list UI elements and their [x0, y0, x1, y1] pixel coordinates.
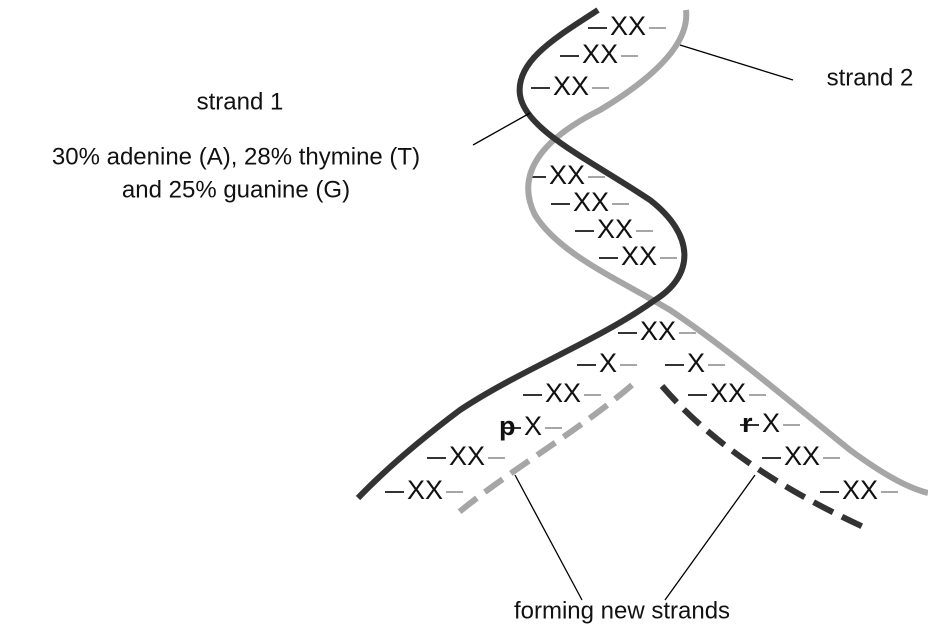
base-pair: X — [687, 348, 705, 378]
base-pair: XX — [597, 214, 633, 244]
base-pair: X — [599, 348, 617, 378]
base-pair: X — [524, 411, 542, 441]
base-pair: XX — [407, 475, 443, 505]
new-base: r — [742, 408, 753, 438]
page: strand 1 30% adenine (A), 28% thymine (T… — [0, 0, 928, 630]
base-pair: XX — [640, 316, 676, 346]
leader-strand-1 — [473, 113, 530, 145]
base-pair: XX — [553, 71, 589, 101]
leader-strand-2 — [680, 45, 793, 80]
strand-1-label: strand 1 — [197, 88, 284, 115]
base-pair: XX — [549, 160, 585, 190]
leader-forming-left — [515, 475, 582, 600]
composition-line: and 25% guanine (G) — [122, 176, 350, 203]
base-pair: XX — [545, 378, 581, 408]
base-pair: X — [762, 408, 780, 438]
forming-label: forming new strands — [514, 597, 730, 624]
new-base: p — [499, 411, 516, 441]
base-pair: XX — [784, 441, 820, 471]
base-pair: XX — [449, 441, 485, 471]
base-pair: XX — [573, 187, 609, 217]
base-pair: XX — [621, 241, 657, 271]
base-pair: XX — [710, 378, 746, 408]
base-pair: XX — [582, 39, 618, 69]
strand-2-label: strand 2 — [827, 64, 914, 91]
base-pair: XX — [842, 475, 878, 505]
base-pair: XX — [610, 11, 646, 41]
composition-line: 30% adenine (A), 28% thymine (T) — [52, 143, 420, 170]
leader-forming-right — [665, 475, 755, 600]
diagram: strand 1 30% adenine (A), 28% thymine (T… — [0, 0, 928, 630]
